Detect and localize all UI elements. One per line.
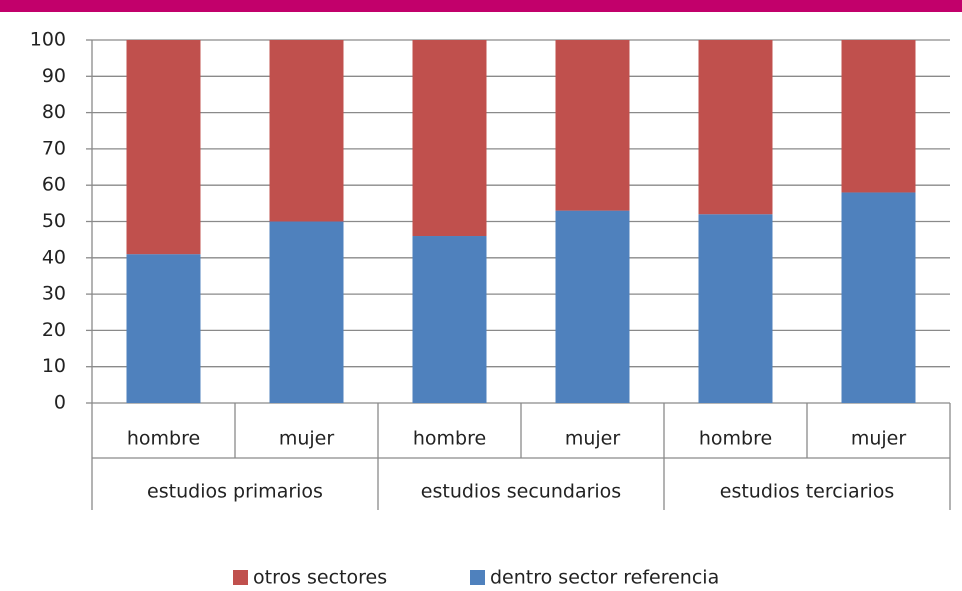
y-tick-label: 10 <box>42 355 66 377</box>
bar-segment <box>126 40 201 255</box>
legend-swatch <box>470 570 485 585</box>
x-tick-label: hombre <box>127 428 200 450</box>
x-tick-label: mujer <box>565 428 621 450</box>
group-label: estudios secundarios <box>421 481 621 503</box>
group-label: estudios terciarios <box>720 481 895 503</box>
y-tick-label: 0 <box>54 392 66 414</box>
x-tick-label: mujer <box>279 428 335 450</box>
x-tick-label: mujer <box>851 428 907 450</box>
y-tick-label: 60 <box>42 174 66 196</box>
bar-segment <box>555 210 630 403</box>
bar-segment <box>269 40 344 222</box>
y-tick-label: 50 <box>42 210 66 232</box>
header-band <box>0 0 962 12</box>
bar-segment <box>841 40 916 193</box>
bar-segment <box>126 254 201 403</box>
bar-segment <box>698 40 773 215</box>
bar-segment <box>841 192 916 403</box>
y-tick-label: 70 <box>42 137 66 159</box>
y-tick-label: 20 <box>42 319 66 341</box>
bar-segment <box>412 40 487 237</box>
y-tick-label: 30 <box>42 283 66 305</box>
bar-segment <box>269 221 344 403</box>
bar-segment <box>555 40 630 211</box>
x-tick-label: hombre <box>699 428 772 450</box>
y-tick-label: 40 <box>42 246 66 268</box>
legend-label: otros sectores <box>253 567 387 589</box>
x-tick-label: hombre <box>413 428 486 450</box>
bar-segment <box>412 236 487 403</box>
bar-segment <box>698 214 773 403</box>
y-tick-label: 80 <box>42 101 66 123</box>
group-label: estudios primarios <box>147 481 323 503</box>
y-tick-label: 90 <box>42 65 66 87</box>
legend-label: dentro sector referencia <box>490 567 719 589</box>
y-tick-label: 100 <box>30 29 66 51</box>
legend-swatch <box>233 570 248 585</box>
